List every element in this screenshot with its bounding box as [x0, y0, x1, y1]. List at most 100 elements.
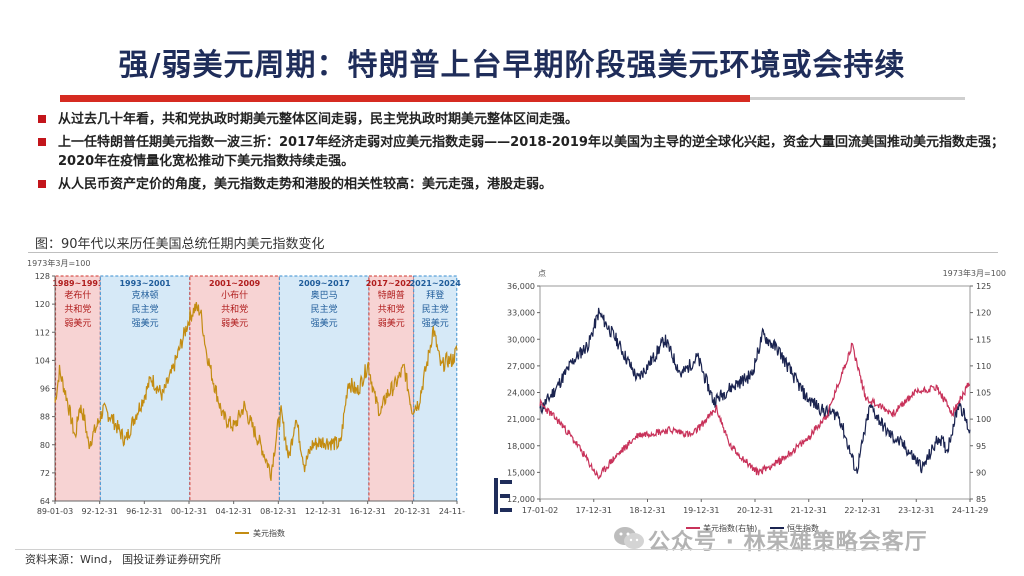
- y-tick-label: 104: [35, 356, 50, 365]
- term-trend: 弱美元: [64, 317, 91, 329]
- term-party: 共和党: [221, 303, 248, 315]
- term-party: 民主党: [132, 303, 159, 315]
- usd-index-line: [54, 302, 458, 481]
- x-tick-label: 22-12-31: [844, 506, 880, 515]
- term-president: 特朗普: [378, 289, 405, 301]
- term-party: 共和党: [64, 303, 91, 315]
- legend-label: 美元指数: [253, 528, 285, 538]
- y-left-tick-label: 33,000: [507, 309, 535, 318]
- bullet-item: 上一任特朗普任期美元指数一波三折：2017年经济走弱对应美元指数走弱——2018…: [38, 133, 1008, 171]
- term-president: 小布什: [221, 289, 248, 301]
- y-right-tick-label: 115: [976, 335, 991, 344]
- term-period: 2009~2017: [299, 279, 350, 288]
- y-tick-label: 72: [40, 469, 50, 478]
- bullet-list: 从过去几十年看，共和党执政时期美元整体区间走弱，民主党执政时期美元整体区间走强。…: [38, 110, 1008, 198]
- y-right-tick-label: 120: [976, 309, 991, 318]
- x-tick-label: 21-12-31: [791, 506, 827, 515]
- title-underline: [60, 95, 750, 102]
- term-period: 1993~2001: [119, 279, 171, 288]
- y-tick-label: 112: [35, 328, 50, 337]
- y-left-tick-label: 24,000: [507, 389, 535, 398]
- term-period: 1989~1993: [52, 279, 103, 288]
- y-right-tick-label: 90: [976, 468, 986, 477]
- bullet-marker: [38, 138, 46, 146]
- hsi-vs-usd-chart: 点 1973年3月=100 36,000 33,000 30,000 27,000 24,0…: [507, 268, 1006, 533]
- y-left-tick-label: 27,000: [507, 362, 535, 371]
- term-party: 民主党: [311, 303, 338, 315]
- term-band-2: [189, 275, 280, 502]
- x-tick-label: 20-12-31: [394, 507, 430, 516]
- y-tick-label: 120: [35, 300, 50, 309]
- y-left-tick-label: 15,000: [507, 468, 535, 477]
- x-tick-label: 12-12-31: [305, 507, 341, 516]
- term-band-1: [99, 275, 191, 502]
- caption-divider: [28, 252, 998, 253]
- x-tick-label: 17-01-02: [522, 506, 558, 515]
- term-party: 民主党: [422, 303, 449, 315]
- x-tick-label: 04-12-31: [216, 507, 252, 516]
- x-tick-label: 23-12-31: [898, 506, 934, 515]
- bullet-item: 从人民币资产定价的角度，美元指数走势和港股的相关性较高：美元走强，港股走弱。: [38, 175, 1008, 194]
- term-trend: 弱美元: [221, 317, 248, 329]
- x-tick-label: 08-12-31: [260, 507, 296, 516]
- usd-index-right-line: [539, 342, 970, 480]
- y-tick-label: 64: [40, 497, 50, 506]
- x-tick-label: 20-12-31: [737, 506, 773, 515]
- y-right-tick-label: 95: [976, 442, 986, 451]
- term-period: 2021~2024: [410, 279, 462, 288]
- title-underline-grey: [750, 97, 965, 100]
- x-tick-label: 96-12-31: [126, 507, 162, 516]
- y-right-tick-label: 85: [976, 495, 986, 504]
- left-unit-note: 点: [538, 269, 546, 278]
- term-president: 拜登: [426, 290, 444, 301]
- x-tick-label: 92-12-31: [82, 507, 118, 516]
- bullet-text: 从人民币资产定价的角度，美元指数走势和港股的相关性较高：美元走强，港股走弱。: [58, 177, 553, 192]
- y-tick-label: 80: [40, 441, 50, 450]
- y-left-tick-label: 18,000: [507, 442, 535, 451]
- term-band-5: [413, 275, 458, 502]
- term-party: 共和党: [378, 303, 405, 315]
- figure-caption: 图：90年代以来历任美国总统任期内美元指数变化: [35, 237, 325, 252]
- source-note: 资料来源：Wind， 国投证券证券研究所: [25, 553, 222, 566]
- y-left-tick-label: 36,000: [507, 282, 535, 291]
- bullet-text: 上一任特朗普任期美元指数一波三折：2017年经济走弱对应美元指数走弱——2018…: [58, 135, 1004, 169]
- term-president: 奥巴马: [311, 289, 338, 301]
- x-tick-label: 89-01-03: [37, 507, 73, 516]
- x-tick-label: 17-12-31: [576, 506, 612, 515]
- y-tick-label: 128: [35, 272, 50, 281]
- term-trend: 强美元: [311, 317, 338, 329]
- legend-label-usd: 美元指数(右轴): [703, 523, 757, 533]
- term-president: 老布什: [64, 289, 91, 301]
- unit-note: 1973年3月=100: [27, 258, 90, 268]
- footer-divider: [15, 549, 895, 550]
- term-trend: 弱美元: [378, 317, 405, 329]
- bullet-text: 从过去几十年看，共和党执政时期美元整体区间走弱，民主党执政时期美元整体区间走强。: [58, 112, 579, 127]
- wechat-icon: [614, 527, 644, 549]
- bullet-item: 从过去几十年看，共和党执政时期美元整体区间走弱，民主党执政时期美元整体区间走强。: [38, 110, 1008, 129]
- y-left-tick-label: 12,000: [507, 495, 535, 504]
- x-tick-label: 18-12-31: [629, 506, 665, 515]
- y-tick-label: 96: [40, 385, 50, 394]
- bullet-marker: [38, 115, 46, 123]
- watermark-text: 公众号 · 林荣雄策略会客厅: [648, 530, 928, 555]
- term-period: 2017~2021: [366, 279, 418, 288]
- broker-logo-icon: [494, 478, 512, 514]
- y-tick-label: 88: [40, 413, 50, 422]
- x-tick-label: 24-11-28: [439, 507, 465, 516]
- y-left-tick-label: 21,000: [507, 415, 535, 424]
- term-trend: 强美元: [422, 317, 449, 329]
- legend-label-hsi: 恒生指数: [787, 523, 819, 533]
- bullet-marker: [38, 180, 46, 188]
- slide-title: 强/弱美元周期：特朗普上台早期阶段强美元环境或会持续: [118, 48, 906, 83]
- x-tick-label: 16-12-31: [350, 507, 386, 516]
- y-right-tick-label: 110: [976, 362, 991, 371]
- term-trend: 强美元: [132, 317, 159, 329]
- y-right-tick-label: 100: [976, 415, 991, 424]
- x-tick-label: 24-11-29: [952, 506, 988, 515]
- y-right-tick-label: 125: [976, 282, 991, 291]
- y-right-tick-label: 105: [976, 389, 991, 398]
- term-president: 克林顿: [132, 289, 159, 301]
- term-period: 2001~2009: [209, 279, 261, 288]
- hsi-line: [539, 307, 971, 474]
